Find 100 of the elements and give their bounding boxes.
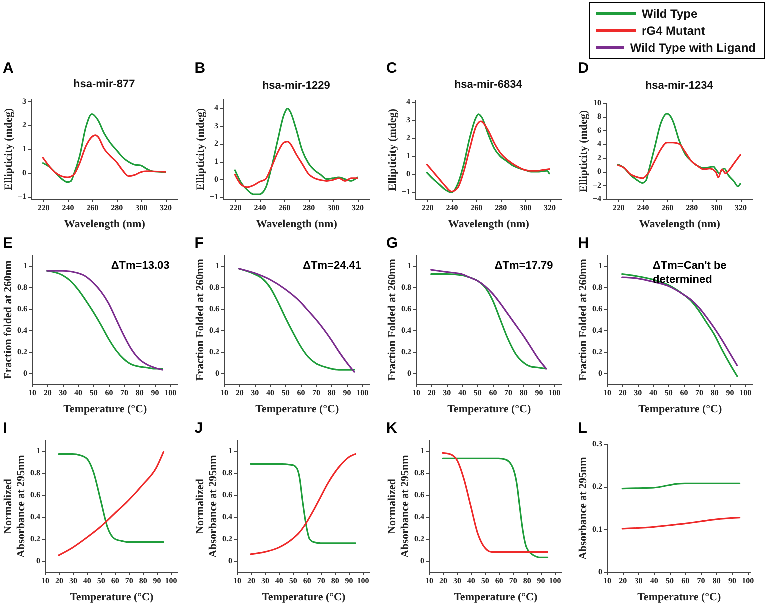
x-tick-label: 50 — [282, 388, 290, 398]
line-series — [234, 108, 358, 196]
y-tick-label: 0 — [214, 174, 218, 184]
x-tick-label: 70 — [125, 576, 134, 586]
y-tick-label: 0.8 — [592, 282, 603, 292]
y-tick-label: 0.4 — [18, 326, 28, 335]
y-tick-label: 2 — [598, 153, 602, 162]
y-tick-label: 0.4 — [414, 512, 424, 522]
y-tick-label: 0.4 — [30, 512, 40, 522]
y-tick-label: −1 — [210, 192, 218, 202]
x-tick-label: 300 — [327, 204, 340, 212]
y-tick-label: 3 — [406, 115, 410, 124]
y-tick-label: 0 — [406, 169, 410, 178]
x-tick-label: 80 — [711, 388, 720, 398]
y-tick-label: 4 — [598, 140, 602, 149]
y-tick-label: 0.8 — [222, 468, 232, 478]
x-tick-label: 90 — [536, 576, 545, 586]
x-tick-label: 60 — [680, 388, 688, 398]
x-axis-title: Wavelength (nm) — [64, 218, 146, 230]
x-tick-label: 40 — [650, 388, 658, 398]
legend-label: Wild Type with Ligand — [630, 40, 756, 54]
x-tick-label: 300 — [519, 204, 532, 212]
x-tick-label: 20 — [438, 576, 447, 586]
y-tick-label: 0 — [420, 556, 424, 566]
x-tick-label: 30 — [250, 388, 259, 398]
chart-title: D — [578, 60, 590, 77]
line-series — [42, 134, 166, 178]
y-tick-label: 0 — [36, 556, 40, 566]
x-tick-label: 60 — [488, 388, 497, 398]
x-tick-label: 40 — [458, 388, 466, 398]
x-tick-label: 100 — [742, 576, 754, 586]
x-tick-label: 100 — [356, 388, 368, 398]
y-axis-title: Fraction Folded at 260nm — [386, 259, 398, 381]
y-tick-label: 0.3 — [592, 440, 603, 448]
y-tick-label: 2 — [22, 120, 26, 130]
chart-subtitle: hsa-mir-877 — [73, 78, 136, 90]
y-axis-title: Ellipticity (mdeg) — [2, 108, 15, 191]
y-tick-label: 8 — [598, 112, 602, 122]
y-axis-title: Ellipticity (mdeg) — [386, 108, 398, 192]
chart-subtitle: hsa-mir-1234 — [646, 80, 714, 92]
legend-label: rG4 Mutant — [642, 24, 706, 38]
chart-title: C — [386, 60, 398, 77]
x-tick-label: 80 — [519, 388, 528, 398]
x-tick-label: 80 — [136, 388, 144, 398]
chart-title: F — [194, 235, 204, 252]
x-tick-label: 60 — [296, 388, 305, 398]
x-tick-label: 260 — [470, 204, 482, 212]
x-tick-label: 300 — [710, 204, 723, 212]
x-tick-label: 100 — [548, 388, 560, 398]
y-tick-label: 0.6 — [592, 304, 603, 314]
x-tick-label: 220 — [229, 204, 242, 212]
y-tick-label: 0.8 — [209, 282, 220, 292]
y-tick-label: 0.8 — [414, 468, 424, 478]
x-axis-title: Temperature (°C) — [638, 404, 723, 416]
x-tick-label: 260 — [86, 204, 99, 212]
x-tick-label: 320 — [544, 204, 556, 212]
y-tick-label: 0.8 — [18, 282, 28, 292]
x-tick-label: 20 — [247, 576, 256, 586]
x-tick-label: 90 — [345, 576, 354, 586]
y-axis-title: Normalized Absorbance at 295nm — [386, 455, 411, 558]
x-tick-label: 90 — [153, 576, 162, 586]
y-axis-title: Absorbance at 295nm — [578, 457, 590, 560]
x-tick-label: 20 — [55, 576, 64, 586]
y-tick-label: −1 — [18, 192, 26, 202]
line-series — [622, 517, 741, 530]
x-tick-label: 70 — [696, 388, 704, 398]
line-series — [234, 141, 358, 188]
y-tick-label: 0 — [598, 368, 603, 378]
x-tick-label: 70 — [508, 576, 517, 586]
y-axis-title: Fraction Folded at 260nm — [578, 259, 590, 381]
y-tick-label: 1 — [22, 144, 26, 154]
legend-label: Wild Type — [642, 6, 698, 20]
y-tick-label: 3 — [214, 121, 218, 130]
y-axis-title: Fraction folded at 260nm — [2, 260, 14, 380]
y-tick-label: 0.8 — [30, 468, 40, 478]
x-axis-title: Temperature (°C) — [447, 404, 531, 416]
y-tick-label: 0.2 — [30, 534, 40, 544]
y-tick-label: 10 — [594, 98, 602, 108]
y-tick-label: 0.6 — [222, 490, 232, 500]
y-tick-label: 0.4 — [401, 326, 411, 335]
line-series — [250, 454, 356, 556]
y-tick-label: 0.4 — [222, 512, 232, 522]
y-tick-label: 0.2 — [222, 534, 232, 544]
annotation: ΔTm=Can't be determined — [653, 259, 728, 287]
x-axis-title: Temperature (°C) — [64, 404, 148, 416]
y-tick-label: 0.6 — [30, 490, 40, 500]
y-tick-label: 4 — [406, 97, 410, 106]
x-tick-label: 80 — [328, 388, 336, 398]
x-tick-label: 20 — [236, 388, 244, 398]
y-axis-title: Normalized Absorbance at 295nm — [2, 455, 28, 558]
y-tick-label: 1 — [420, 446, 424, 456]
x-tick-label: 30 — [452, 576, 461, 586]
x-tick-label: 50 — [666, 576, 674, 586]
chart-title: H — [578, 235, 590, 252]
x-tick-label: 70 — [312, 388, 320, 398]
y-tick-label: 0.2 — [414, 534, 424, 544]
x-tick-label: 30 — [59, 388, 68, 398]
y-tick-label: 1 — [228, 446, 232, 456]
y-tick-label: −4 — [593, 194, 602, 204]
y-tick-label: 0.6 — [18, 304, 28, 314]
